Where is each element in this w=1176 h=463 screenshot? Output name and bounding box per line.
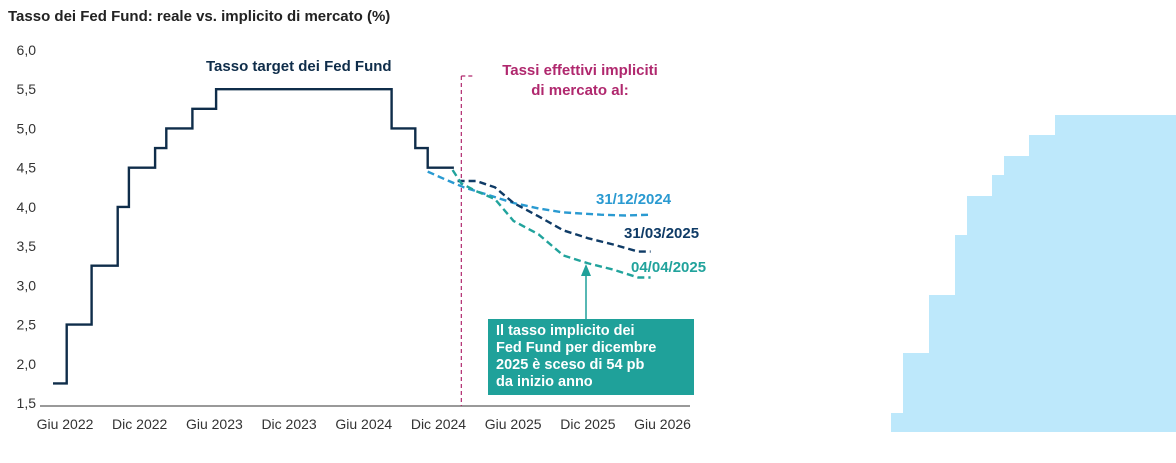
y-tick-label: 4,5 [17,160,37,176]
y-tick-label: 6,0 [17,42,37,58]
x-tick-label: Giu 2023 [186,416,243,432]
x-tick-label: Giu 2024 [335,416,392,432]
callout-box: Il tasso implicito dei Fed Fund per dice… [488,319,694,395]
series-2025-04-04 [451,169,651,279]
x-tick-label: Dic 2025 [560,416,615,432]
callout-line-1: Il tasso implicito dei [496,323,635,339]
callout-line-3: 2025 è sceso di 54 pb [496,357,645,373]
series-label: 31/12/2024 [596,191,672,208]
callout-arrow-head [581,264,591,276]
x-tick-label: Dic 2022 [112,416,167,432]
series-label: 31/03/2025 [624,225,699,242]
y-tick-label: 1,5 [17,395,37,411]
callout-line-4: da inizio anno [496,374,593,390]
y-tick-label: 2,5 [17,317,37,333]
callout-line-2: Fed Fund per dicembre [496,340,657,356]
x-tick-label: Dic 2024 [411,416,466,432]
y-tick-label: 5,0 [17,120,37,136]
series-labels: 31/12/2024 31/03/2025 04/04/2025 [596,191,706,276]
implied-rates-label-line1: Tassi effettivi impliciti [502,62,658,79]
x-tick-label: Giu 2022 [37,416,94,432]
implied-rates-label-line2: di mercato al: [531,82,629,99]
y-axis-ticks: 6,0 5,5 5,0 4,5 4,0 3,5 3,0 2,5 2,0 1,5 [17,42,37,411]
target-rate-label: Tasso target dei Fed Fund [206,58,392,75]
right-step-shape [891,115,1176,432]
series-2025-03-31 [457,179,651,253]
y-tick-label: 3,5 [17,238,37,254]
x-tick-label: Giu 2026 [634,416,691,432]
series-target-rate [53,87,454,385]
y-tick-label: 4,0 [17,199,37,215]
y-tick-label: 2,0 [17,356,37,372]
y-tick-label: 3,0 [17,277,37,293]
x-axis-ticks: Giu 2022 Dic 2022 Giu 2023 Dic 2023 Giu 2024… [37,416,692,432]
y-tick-label: 5,5 [17,81,37,97]
series-group [53,87,651,385]
series-2024-12-31 [427,170,651,217]
x-tick-label: Giu 2025 [485,416,542,432]
x-tick-label: Dic 2023 [261,416,316,432]
right-decorative-step-shape [891,115,1176,432]
chart-title: Tasso dei Fed Fund: reale vs. implicito … [8,8,391,25]
series-label: 04/04/2025 [631,259,706,276]
